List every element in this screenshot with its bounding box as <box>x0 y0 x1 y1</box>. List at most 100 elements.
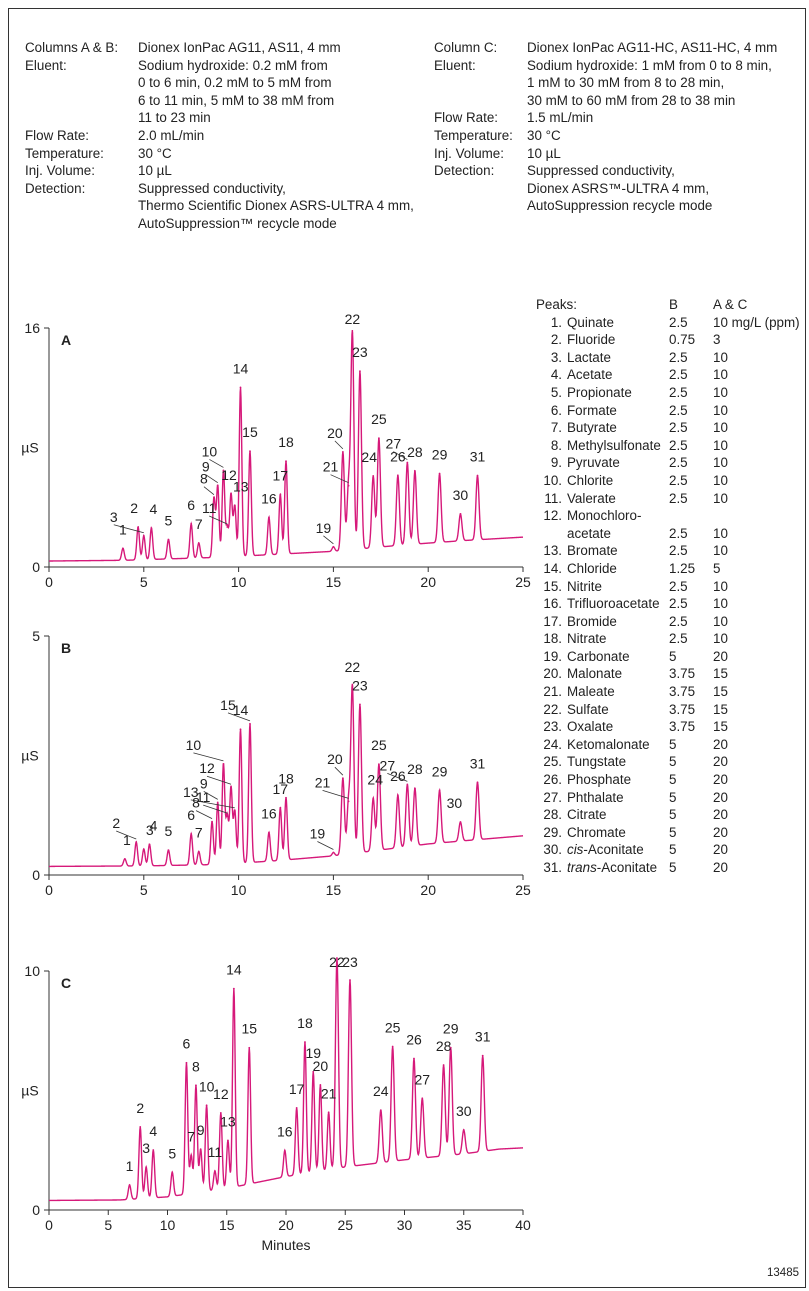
peak-label: 9 <box>202 459 210 475</box>
peak-apex <box>332 851 335 854</box>
x-tick-label: 10 <box>231 574 247 590</box>
peak-apex <box>359 703 361 706</box>
y-tick-label: 0 <box>32 1202 40 1218</box>
peak-number: 14. <box>543 560 562 576</box>
peak-number: 7. <box>550 420 562 436</box>
peak-conc-ac: 10 <box>713 525 728 541</box>
peak-conc-b: 1.25 <box>669 560 696 576</box>
peak-name: 13. Bromate <box>536 542 617 560</box>
peak-conc-b: 2.5 <box>669 613 688 629</box>
peak-apex <box>438 472 441 475</box>
peak-number: 19. <box>543 648 562 664</box>
peak-number: 15. <box>543 578 562 594</box>
condition-value: Thermo Scientific Dionex ASRS-ULTRA 4 mm… <box>138 198 414 214</box>
peak-conc-ac: 20 <box>713 648 728 664</box>
chromatogram-trace <box>49 957 524 1202</box>
peak-label: 6 <box>187 807 195 823</box>
peak-name: 30. cis-Aconitate <box>536 841 643 859</box>
peak-apex <box>378 763 380 766</box>
peak-label: 13 <box>233 479 249 495</box>
condition-value: 10 µL <box>138 163 172 179</box>
y-tick-label: 0 <box>32 867 40 883</box>
x-tick-label: 10 <box>160 1217 176 1233</box>
peak-label: 31 <box>470 449 486 465</box>
peak-label: 14 <box>233 360 249 376</box>
peak-label: 8 <box>200 471 208 487</box>
peak-apex <box>222 762 225 765</box>
peak-conc-ac: 15 <box>713 701 728 717</box>
peak-label: 16 <box>261 490 277 506</box>
peak-conc-b: 2.5 <box>669 578 688 594</box>
peak-label: 20 <box>327 425 343 441</box>
peak-leader <box>195 810 213 819</box>
peak-label: 25 <box>385 1020 401 1036</box>
peak-leader <box>330 474 349 484</box>
peak-apex <box>190 1154 193 1157</box>
peak-apex <box>295 1106 298 1109</box>
peak-number: 23. <box>543 719 562 735</box>
condition-label: Columns A & B: <box>25 40 119 55</box>
peak-label: 28 <box>407 444 423 460</box>
peak-leader <box>322 790 349 799</box>
peak-number: 4. <box>550 367 562 383</box>
condition-value: Suppressed conductivity, <box>138 180 286 196</box>
peak-label: 5 <box>165 823 173 839</box>
peak-apex <box>145 1166 148 1169</box>
x-tick-label: 25 <box>337 1217 353 1233</box>
peak-leader <box>190 799 235 809</box>
peak-leader <box>116 830 137 840</box>
peak-apex <box>248 1046 251 1049</box>
peak-apex <box>476 781 479 784</box>
peak-leader <box>203 804 228 814</box>
peak-number: 17. <box>543 613 562 629</box>
y-tick-label: 10 <box>24 963 40 979</box>
x-tick-label: 0 <box>45 1217 53 1233</box>
peak-conc-b: 5 <box>669 824 677 840</box>
peaks-header-b: B <box>669 297 678 312</box>
peak-apex <box>197 850 200 853</box>
condition-value: Dionex IonPac AG11, AS11, 4 mm <box>138 40 341 55</box>
peak-conc-b: 2.5 <box>669 420 688 436</box>
peak-conc-b: 2.5 <box>669 455 688 471</box>
peak-label: 2 <box>130 500 138 516</box>
peak-apex <box>279 493 282 496</box>
peak-apex <box>391 1045 394 1048</box>
peak-number: 16. <box>543 596 562 612</box>
peak-label: 24 <box>361 449 377 465</box>
peak-conc-b: 2.5 <box>669 314 688 330</box>
x-tick-label: 25 <box>515 574 531 590</box>
peak-label: 15 <box>241 1021 257 1037</box>
peak-label: 26 <box>406 1031 422 1047</box>
peak-name: 2. Fluoride <box>536 331 616 349</box>
peak-conc-ac: 15 <box>713 666 728 682</box>
peak-apex <box>137 526 140 528</box>
peak-conc-b: 5 <box>669 736 677 752</box>
peak-name: 21. Maleate <box>536 683 614 701</box>
peak-conc-ac: 5 <box>713 560 721 576</box>
peak-label: 7 <box>195 516 203 532</box>
x-tick-label: 15 <box>326 882 342 898</box>
peak-apex <box>230 786 232 789</box>
peak-apex <box>216 484 219 487</box>
peak-number: 3. <box>550 349 562 365</box>
peak-number: 8. <box>550 437 562 453</box>
peak-conc-b: 0.75 <box>669 332 696 348</box>
peak-label: 1 <box>123 832 131 848</box>
peak-conc-ac: 10 <box>713 349 728 365</box>
peak-number: 10. <box>543 472 562 488</box>
x-tick-label: 20 <box>420 882 436 898</box>
peak-label: 8 <box>192 795 200 811</box>
peak-apex <box>167 538 170 541</box>
peak-apex <box>214 1170 216 1172</box>
peak-apex <box>233 809 236 812</box>
peak-apex <box>341 777 344 780</box>
peak-label: 12 <box>213 1086 229 1102</box>
peak-name: 12. Monochloro- <box>536 507 641 525</box>
x-tick-label: 0 <box>45 574 53 590</box>
peak-label: 22 <box>345 311 361 327</box>
peak-apex <box>406 461 409 464</box>
y-tick-label: 0 <box>32 559 40 575</box>
peak-label: 3 <box>142 1140 150 1156</box>
peak-apex <box>249 722 251 725</box>
